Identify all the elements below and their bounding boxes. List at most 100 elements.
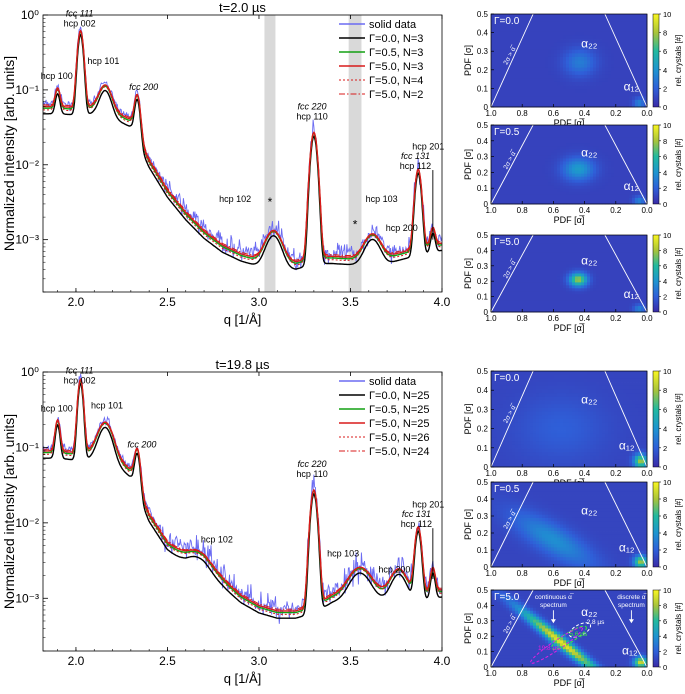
- heatmap-cell: [605, 28, 609, 33]
- heatmap-cell: [560, 246, 564, 251]
- heatmap-cell: [533, 422, 537, 427]
- heatmap-cell: [533, 143, 537, 147]
- heatmap-cell: [638, 17, 642, 22]
- heatmap-cell: [644, 309, 648, 313]
- heatmap-cell: [500, 252, 504, 257]
- heatmap-cell: [494, 303, 498, 307]
- heatmap-cell: [551, 137, 555, 141]
- heatmap-cell: [548, 176, 552, 181]
- heatmap-cell: [611, 194, 615, 199]
- heatmap-cell: [638, 53, 642, 58]
- heatmap-cell: [542, 46, 546, 51]
- heatmap-cell: [524, 433, 528, 438]
- heatmap-cell: [500, 179, 504, 184]
- heatmap-cell: [533, 433, 537, 438]
- heatmap-cell: [557, 21, 561, 26]
- heatmap-cell: [587, 182, 591, 187]
- chart-title: t=2.0 µs: [219, 0, 266, 15]
- heatmap-cell: [536, 167, 540, 171]
- heatmap-cell: [620, 249, 624, 254]
- heatmap-cell: [494, 455, 498, 461]
- heatmap-cell: [512, 396, 516, 401]
- heatmap-cell: [581, 131, 585, 135]
- y-axis-label: PDF [σ]: [463, 149, 473, 180]
- heatmap-cell: [617, 56, 621, 61]
- heatmap-cell: [521, 285, 525, 289]
- heatmap-cell: [602, 46, 606, 51]
- heatmap-cell: [503, 182, 507, 187]
- heatmap-cell: [614, 303, 618, 307]
- heatmap-cell: [539, 276, 543, 280]
- heatmap-cell: [566, 67, 570, 72]
- heatmap-cell: [629, 294, 633, 298]
- heatmap-cell: [545, 164, 549, 168]
- heatmap-cell: [551, 463, 555, 468]
- heatmap-cell: [566, 200, 570, 205]
- heatmap-cell: [608, 170, 612, 175]
- heatmap-cell: [497, 158, 501, 162]
- heatmap-cell: [527, 455, 531, 461]
- heatmap-cell: [500, 161, 504, 165]
- heatmap-cell: [572, 188, 576, 193]
- heatmap-cell: [527, 28, 531, 33]
- heatmap-cell: [614, 294, 618, 298]
- heatmap-cell: [605, 39, 609, 44]
- heatmap-cell: [515, 161, 519, 165]
- y-tick-label: 0.5: [477, 121, 489, 130]
- heatmap-cell: [575, 191, 579, 196]
- heatmap-cell: [542, 411, 546, 416]
- heatmap-cell: [524, 437, 528, 442]
- heatmap-cell: [491, 393, 495, 398]
- heatmap-cell: [539, 426, 543, 431]
- heatmap-cell: [542, 200, 546, 205]
- heatmap-cell: [524, 179, 528, 184]
- heatmap-cell: [566, 28, 570, 33]
- heatmap-cell: [584, 60, 588, 65]
- heatmap-cell: [503, 374, 507, 379]
- heatmap-cell: [581, 261, 585, 266]
- heatmap-cell: [551, 85, 555, 90]
- heatmap-cell: [518, 152, 522, 156]
- y-tick-label: 0.4: [477, 137, 489, 146]
- heatmap-cell: [491, 288, 495, 292]
- heatmap-cell: [572, 96, 576, 101]
- heatmap-cell: [587, 161, 591, 165]
- heatmap-cell: [527, 31, 531, 36]
- heatmap-cell: [521, 291, 525, 295]
- heatmap-cell: [605, 74, 609, 79]
- heatmap-cell: [548, 452, 552, 457]
- heatmap-cell: [539, 131, 543, 135]
- heatmap-cell: [626, 261, 630, 266]
- heatmap-cell: [494, 74, 498, 79]
- heatmap-cell: [608, 164, 612, 168]
- heatmap-cell: [617, 291, 621, 295]
- heatmap-cell: [521, 131, 525, 135]
- heatmap-cell: [569, 297, 573, 301]
- heatmap-cell: [626, 273, 630, 277]
- heatmap-cell: [512, 64, 516, 69]
- heatmap-cell: [542, 448, 546, 453]
- heatmap-cell: [503, 291, 507, 295]
- heatmap-cell: [539, 191, 543, 196]
- heatmap-cell: [581, 300, 585, 304]
- heatmap-cell: [575, 200, 579, 205]
- heatmap-cell: [566, 279, 570, 283]
- heatmap-cell: [563, 96, 567, 101]
- legend-label: solid data: [369, 376, 417, 388]
- heatmap-cell: [545, 185, 549, 190]
- heatmap-cell: [515, 378, 519, 383]
- heatmap-cell: [545, 246, 549, 251]
- heatmap-cell: [605, 291, 609, 295]
- heatmap-cell: [524, 146, 528, 150]
- heatmap-cell: [587, 282, 591, 286]
- heatmap-cell: [539, 164, 543, 168]
- heatmap-cell: [518, 261, 522, 266]
- heatmap-cell: [512, 255, 516, 260]
- heatmap-cell: [500, 200, 504, 205]
- heatmap-cell: [614, 155, 618, 159]
- heatmap-cell: [506, 385, 510, 390]
- heatmap-cell: [644, 279, 648, 283]
- heatmap-cell: [557, 67, 561, 72]
- heatmap-cell: [554, 21, 558, 26]
